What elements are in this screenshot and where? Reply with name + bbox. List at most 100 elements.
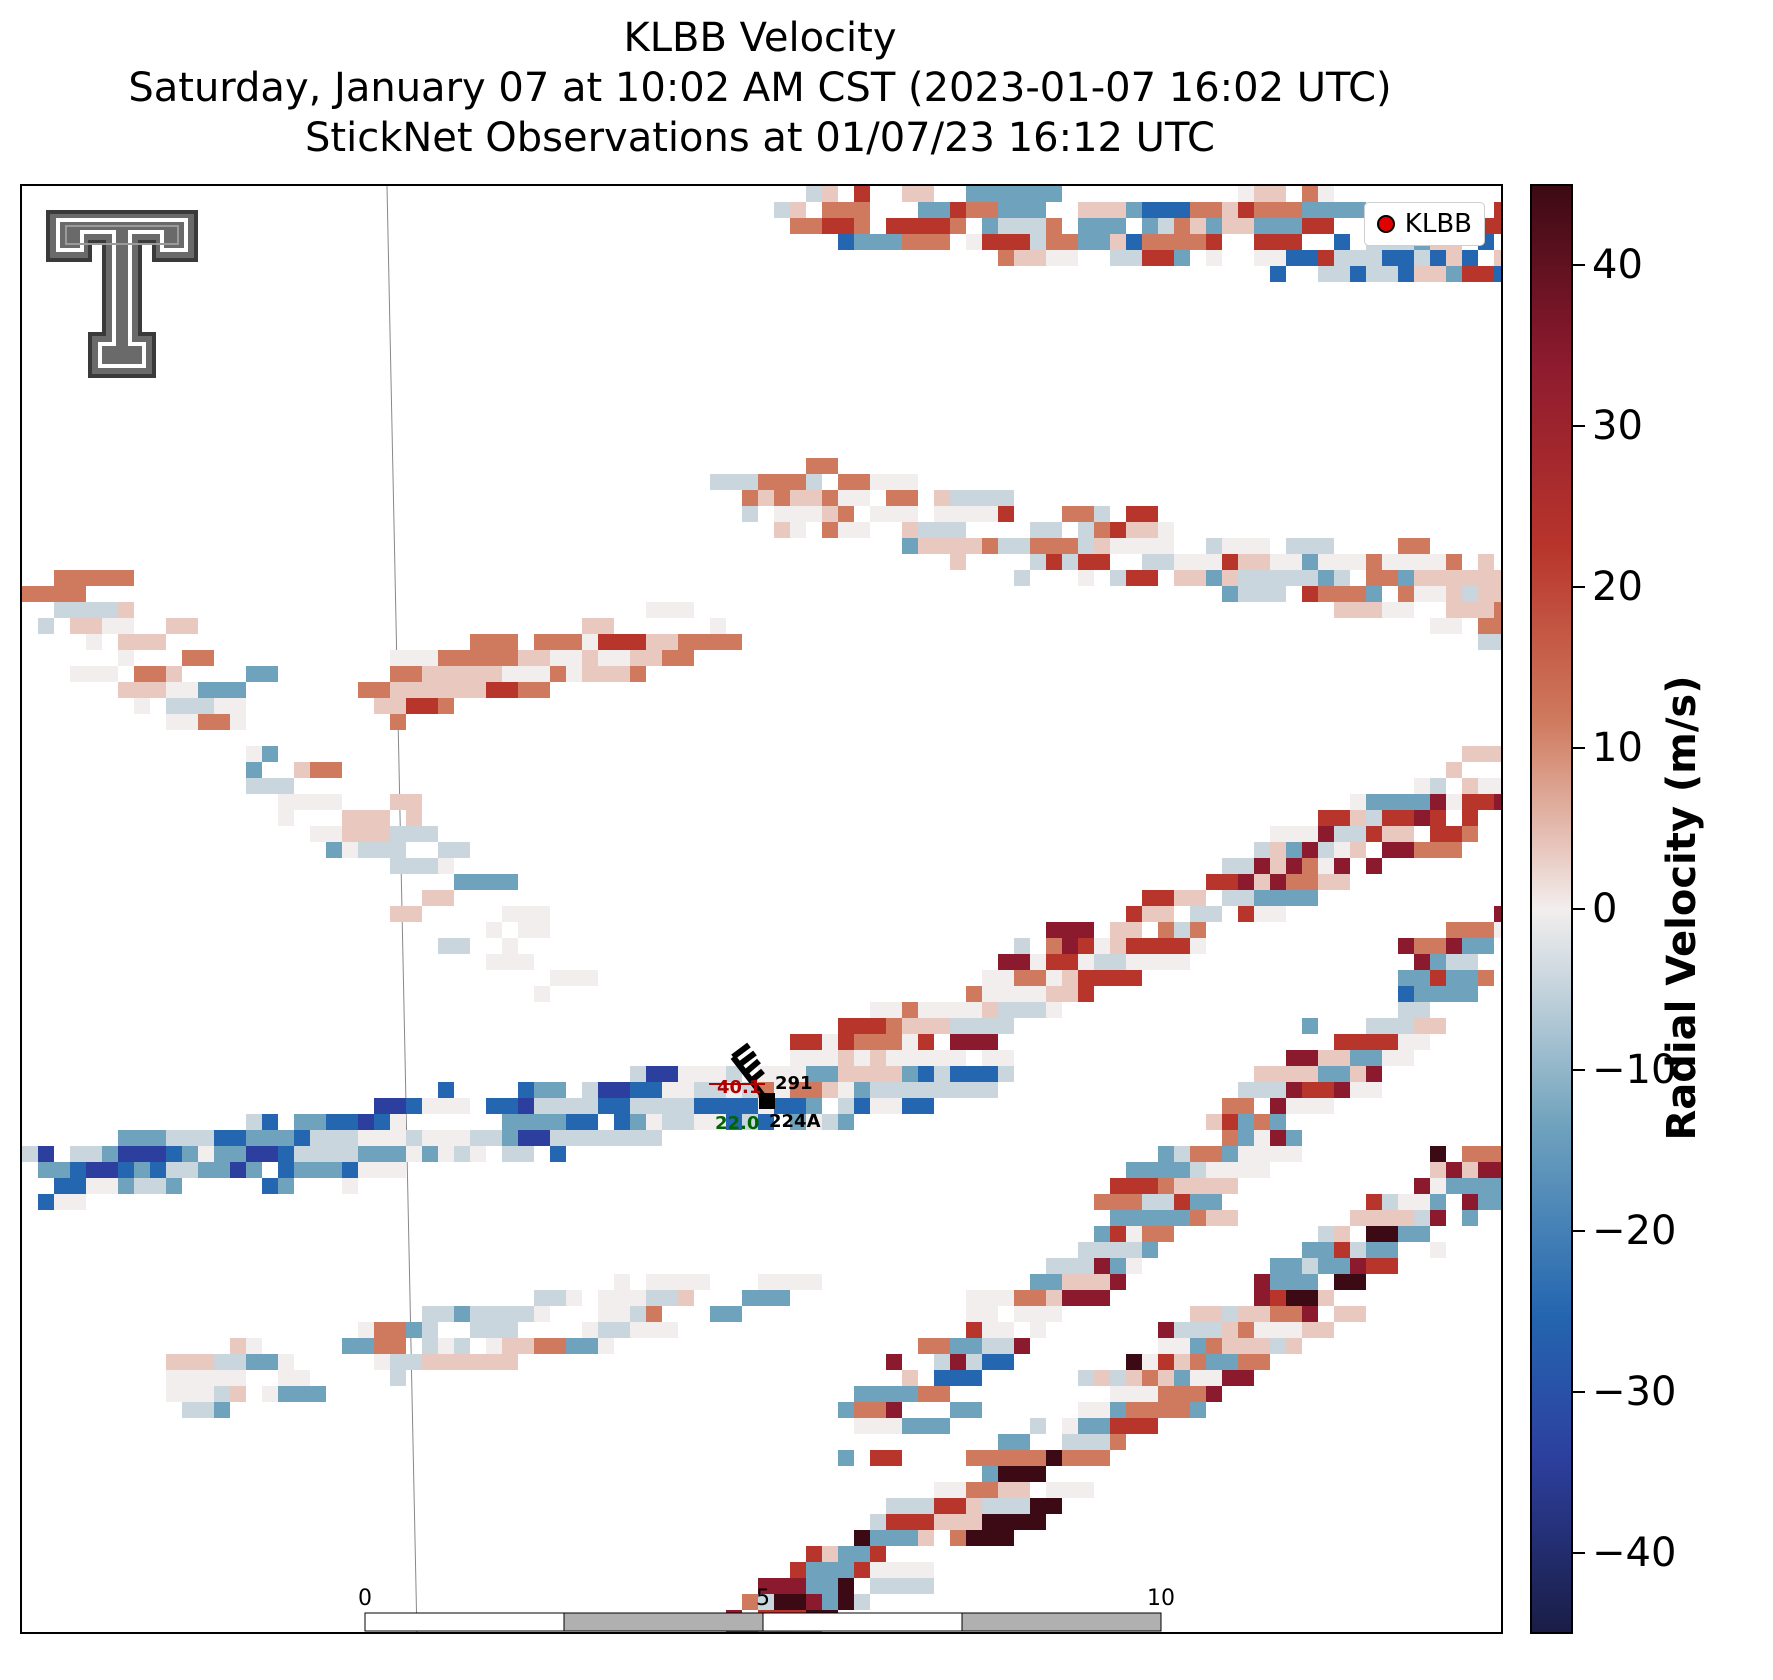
velocity-pixel: [278, 778, 294, 794]
velocity-pixel: [534, 1130, 550, 1146]
scale-bar: 0 5 10 km: [358, 1586, 1175, 1632]
velocity-pixel: [886, 506, 902, 522]
velocity-pixel: [966, 1354, 982, 1370]
velocity-pixel: [390, 1114, 406, 1130]
velocity-pixel: [1110, 922, 1126, 938]
velocity-pixel: [838, 1066, 854, 1082]
velocity-pixel: [1254, 1274, 1270, 1290]
velocity-pixel: [1430, 1194, 1446, 1210]
velocity-pixel: [1270, 890, 1286, 906]
velocity-pixel: [1078, 1290, 1094, 1306]
velocity-pixel: [1222, 586, 1238, 602]
velocity-pixel: [806, 1034, 822, 1050]
velocity-pixel: [1350, 1050, 1366, 1066]
velocity-pixel: [166, 1130, 182, 1146]
velocity-pixel: [278, 1178, 294, 1194]
velocity-pixel: [1174, 954, 1190, 970]
velocity-pixel: [1334, 1306, 1350, 1322]
velocity-pixel: [1478, 970, 1494, 986]
velocity-pixel: [86, 1146, 102, 1162]
velocity-pixel: [694, 1082, 710, 1098]
velocity-pixel: [1222, 1178, 1238, 1194]
velocity-pixel: [1142, 538, 1158, 554]
velocity-pixel: [454, 938, 470, 954]
velocity-pixel: [1014, 1338, 1030, 1354]
velocity-pixel: [854, 1418, 870, 1434]
colorbar-tick-mark: [1573, 1069, 1585, 1072]
velocity-pixel: [918, 1578, 934, 1594]
velocity-pixel: [358, 1130, 374, 1146]
velocity-pixel: [1174, 1146, 1190, 1162]
velocity-pixel: [422, 666, 438, 682]
velocity-pixel: [1286, 538, 1302, 554]
velocity-pixel: [1174, 570, 1190, 586]
velocity-pixel: [1078, 954, 1094, 970]
velocity-pixel: [902, 1034, 918, 1050]
velocity-pixel: [374, 1162, 390, 1178]
velocity-pixel: [470, 1130, 486, 1146]
velocity-pixel: [230, 1354, 246, 1370]
velocity-pixel: [1030, 250, 1046, 266]
velocity-pixel: [758, 1578, 774, 1594]
velocity-pixel: [214, 1130, 230, 1146]
velocity-pixel: [1094, 1242, 1110, 1258]
velocity-pixel: [582, 1338, 598, 1354]
velocity-pixel: [1078, 1482, 1094, 1498]
velocity-pixel: [998, 186, 1014, 202]
velocity-pixel: [902, 1386, 918, 1402]
velocity-pixel: [918, 234, 934, 250]
velocity-pixel: [390, 698, 406, 714]
velocity-pixel: [1110, 1418, 1126, 1434]
velocity-pixel: [1094, 938, 1110, 954]
velocity-pixel: [598, 618, 614, 634]
velocity-pixel: [1174, 202, 1190, 218]
velocity-pixel: [950, 1082, 966, 1098]
velocity-pixel: [1382, 1034, 1398, 1050]
velocity-pixel: [838, 1594, 854, 1610]
velocity-pixel: [358, 810, 374, 826]
velocity-pixel: [1030, 1290, 1046, 1306]
velocity-pixel: [502, 1338, 518, 1354]
velocity-pixel: [1142, 1370, 1158, 1386]
velocity-pixel: [1286, 1274, 1302, 1290]
velocity-pixel: [38, 1162, 54, 1178]
velocity-pixel: [502, 1306, 518, 1322]
velocity-pixel: [326, 842, 342, 858]
wind-barb-flag: [731, 1042, 751, 1060]
velocity-pixel: [646, 1322, 662, 1338]
velocity-pixel: [1158, 538, 1174, 554]
velocity-pixel: [1270, 1338, 1286, 1354]
velocity-pixel: [1318, 826, 1334, 842]
velocity-pixel: [838, 1546, 854, 1562]
velocity-pixel: [310, 1386, 326, 1402]
radar-map-panel[interactable]: 40.1 291 22.0 224A 0 5 10 km KLBB: [20, 184, 1503, 1634]
velocity-pixel: [534, 1114, 550, 1130]
velocity-pixel: [982, 1306, 998, 1322]
velocity-pixel: [1078, 554, 1094, 570]
velocity-pixel: [342, 1338, 358, 1354]
velocity-pixel: [118, 1178, 134, 1194]
velocity-pixel: [1414, 1002, 1430, 1018]
velocity-pixel: [1142, 890, 1158, 906]
velocity-pixel: [342, 1130, 358, 1146]
velocity-pixel: [1014, 570, 1030, 586]
velocity-pixel: [934, 1498, 950, 1514]
velocity-pixel: [1190, 938, 1206, 954]
velocity-pixel: [294, 1370, 310, 1386]
velocity-pixel: [726, 1066, 742, 1082]
velocity-pixel: [1014, 1498, 1030, 1514]
velocity-pixel: [822, 1578, 838, 1594]
velocity-pixel: [1190, 1194, 1206, 1210]
velocity-pixel: [1142, 906, 1158, 922]
velocity-pixel: [38, 1146, 54, 1162]
velocity-pixel: [1206, 202, 1222, 218]
velocity-pixel: [1350, 1066, 1366, 1082]
velocity-pixel: [1446, 986, 1462, 1002]
velocity-pixel: [998, 1434, 1014, 1450]
velocity-pixel: [150, 634, 166, 650]
velocity-pixel: [854, 218, 870, 234]
velocity-pixel: [1414, 842, 1430, 858]
velocity-pixel: [1046, 538, 1062, 554]
velocity-pixel: [1286, 1066, 1302, 1082]
velocity-pixel: [118, 570, 134, 586]
